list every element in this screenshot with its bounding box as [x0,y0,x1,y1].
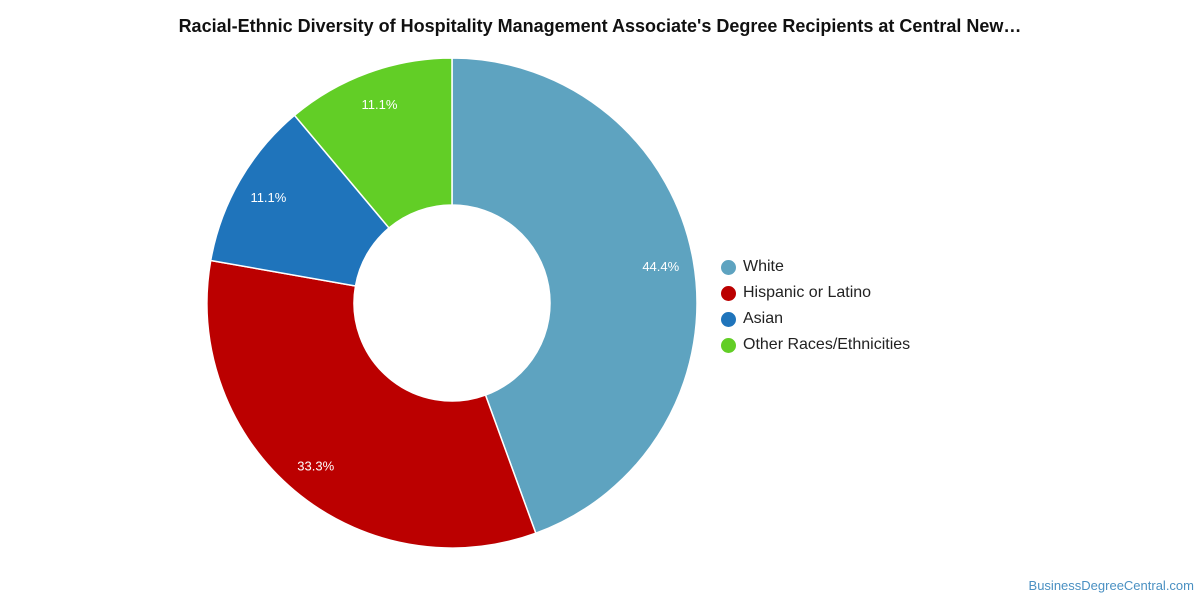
slice-value-label: 33.3% [297,458,334,473]
donut-slice-hispanic-or-latino[interactable] [206,259,537,549]
legend-item-asian[interactable]: Asian [721,306,910,332]
slice-value-label: 11.1% [362,97,398,112]
legend-label: Other Races/Ethnicities [743,336,911,353]
legend-label: Asian [743,310,784,327]
slice-value-label: 11.1% [250,190,286,205]
legend-item-white[interactable]: White [721,254,910,280]
legend-item-hispanic-or-latino[interactable]: Hispanic or Latino [721,280,910,306]
legend-label: White [743,258,784,275]
slice-value-label: 44.4% [642,259,679,274]
legend: White Hispanic or Latino Asian Other Rac… [721,254,910,358]
legend-swatch [721,285,736,301]
legend-label: Hispanic or Latino [743,284,872,301]
donut-slice-asian[interactable] [209,114,391,287]
chart-title: Racial-Ethnic Diversity of Hospitality M… [178,16,1022,36]
donut-slice-other-races-ethnicities[interactable] [293,57,453,229]
legend-swatch [721,337,736,353]
legend-item-other[interactable]: Other Races/Ethnicities [721,332,910,358]
legend-swatch [721,259,736,275]
donut-slice-white[interactable] [451,57,698,535]
watermark-link[interactable]: BusinessDegreeCentral.com [1028,578,1194,593]
legend-swatch [721,311,736,327]
